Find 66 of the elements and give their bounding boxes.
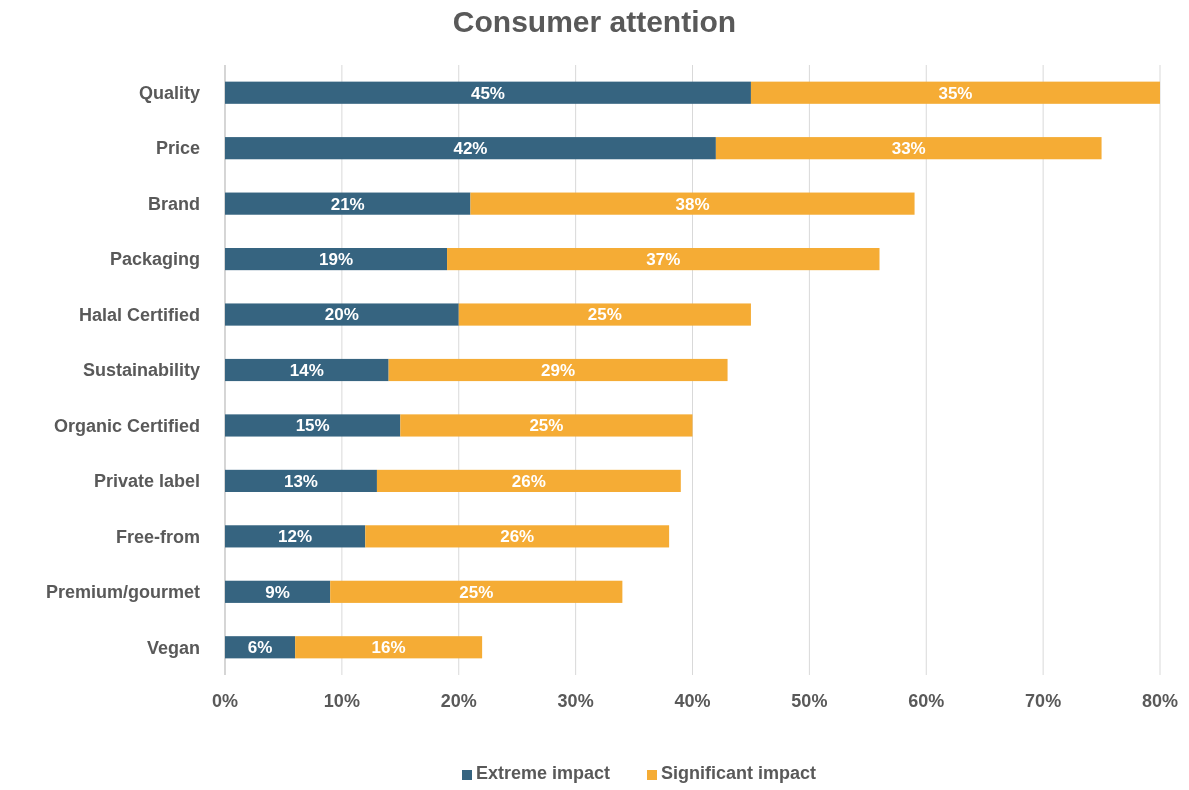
y-tick-label: Premium/gourmet: [45, 582, 200, 603]
data-label: 25%: [587, 305, 622, 325]
bar: [750, 81, 1160, 104]
bar: [376, 469, 681, 492]
x-tick-label: 50%: [791, 691, 828, 711]
data-label: 14%: [289, 360, 324, 380]
data-label: 25%: [459, 582, 494, 602]
bar: [295, 636, 483, 659]
bar: [225, 469, 377, 492]
x-tick-label: 60%: [908, 691, 945, 711]
bar: [330, 580, 623, 603]
bar: [225, 525, 366, 548]
data-label: 38%: [675, 194, 710, 214]
data-label: 16%: [371, 638, 406, 658]
y-tick-label: Price: [155, 138, 200, 159]
bar: [225, 137, 716, 160]
bar: [458, 303, 751, 326]
data-label: 26%: [511, 471, 546, 491]
data-label: 26%: [500, 527, 535, 547]
bar: [225, 580, 331, 603]
data-label: 15%: [295, 416, 330, 436]
data-label: 6%: [247, 638, 273, 658]
y-tick-label: Quality: [138, 83, 200, 104]
data-label: 42%: [453, 139, 488, 159]
y-tick-label: Private label: [93, 471, 200, 492]
data-label: 20%: [324, 305, 359, 325]
data-label: 25%: [529, 416, 564, 436]
data-label: 9%: [265, 582, 290, 602]
y-tick-label: Free-from: [115, 526, 200, 547]
x-tick-label: 20%: [440, 691, 477, 711]
y-tick-label: Brand: [147, 193, 200, 214]
data-label: 13%: [283, 471, 318, 491]
data-label: 33%: [891, 139, 926, 159]
data-label: 21%: [330, 194, 365, 214]
y-tick-label: Halal Certified: [78, 304, 200, 325]
bar: [225, 358, 389, 382]
data-label: 37%: [646, 250, 681, 270]
data-label: 29%: [541, 360, 576, 380]
x-tick-label: 40%: [674, 691, 711, 711]
y-tick-label: Vegan: [146, 637, 200, 658]
bar: [365, 525, 670, 548]
x-tick-label: 30%: [557, 691, 594, 711]
x-tick-label: 80%: [1141, 691, 1179, 711]
legend-label: Extreme impact: [476, 763, 611, 783]
bar: [225, 414, 401, 437]
bar: [225, 192, 471, 215]
y-tick-label: Packaging: [109, 249, 200, 270]
bar: [447, 248, 880, 271]
x-tick-label: 0%: [211, 691, 239, 711]
bar: [388, 358, 728, 382]
bar: [715, 137, 1102, 160]
x-tick-label: 70%: [1025, 691, 1062, 711]
bar: [225, 248, 448, 271]
x-tick-label: 10%: [323, 691, 360, 711]
chart-title: Consumer attention: [452, 5, 737, 38]
data-label: 35%: [938, 83, 973, 103]
data-label: 12%: [278, 527, 313, 547]
bar: [470, 192, 915, 215]
data-label: 19%: [319, 250, 354, 270]
bar: [400, 414, 693, 437]
y-tick-label: Organic Certified: [53, 415, 200, 436]
legend-label: Significant impact: [661, 763, 817, 783]
bar: [225, 81, 751, 104]
y-tick-label: Sustainability: [82, 360, 200, 381]
bar: [225, 303, 459, 326]
data-label: 45%: [470, 83, 505, 103]
